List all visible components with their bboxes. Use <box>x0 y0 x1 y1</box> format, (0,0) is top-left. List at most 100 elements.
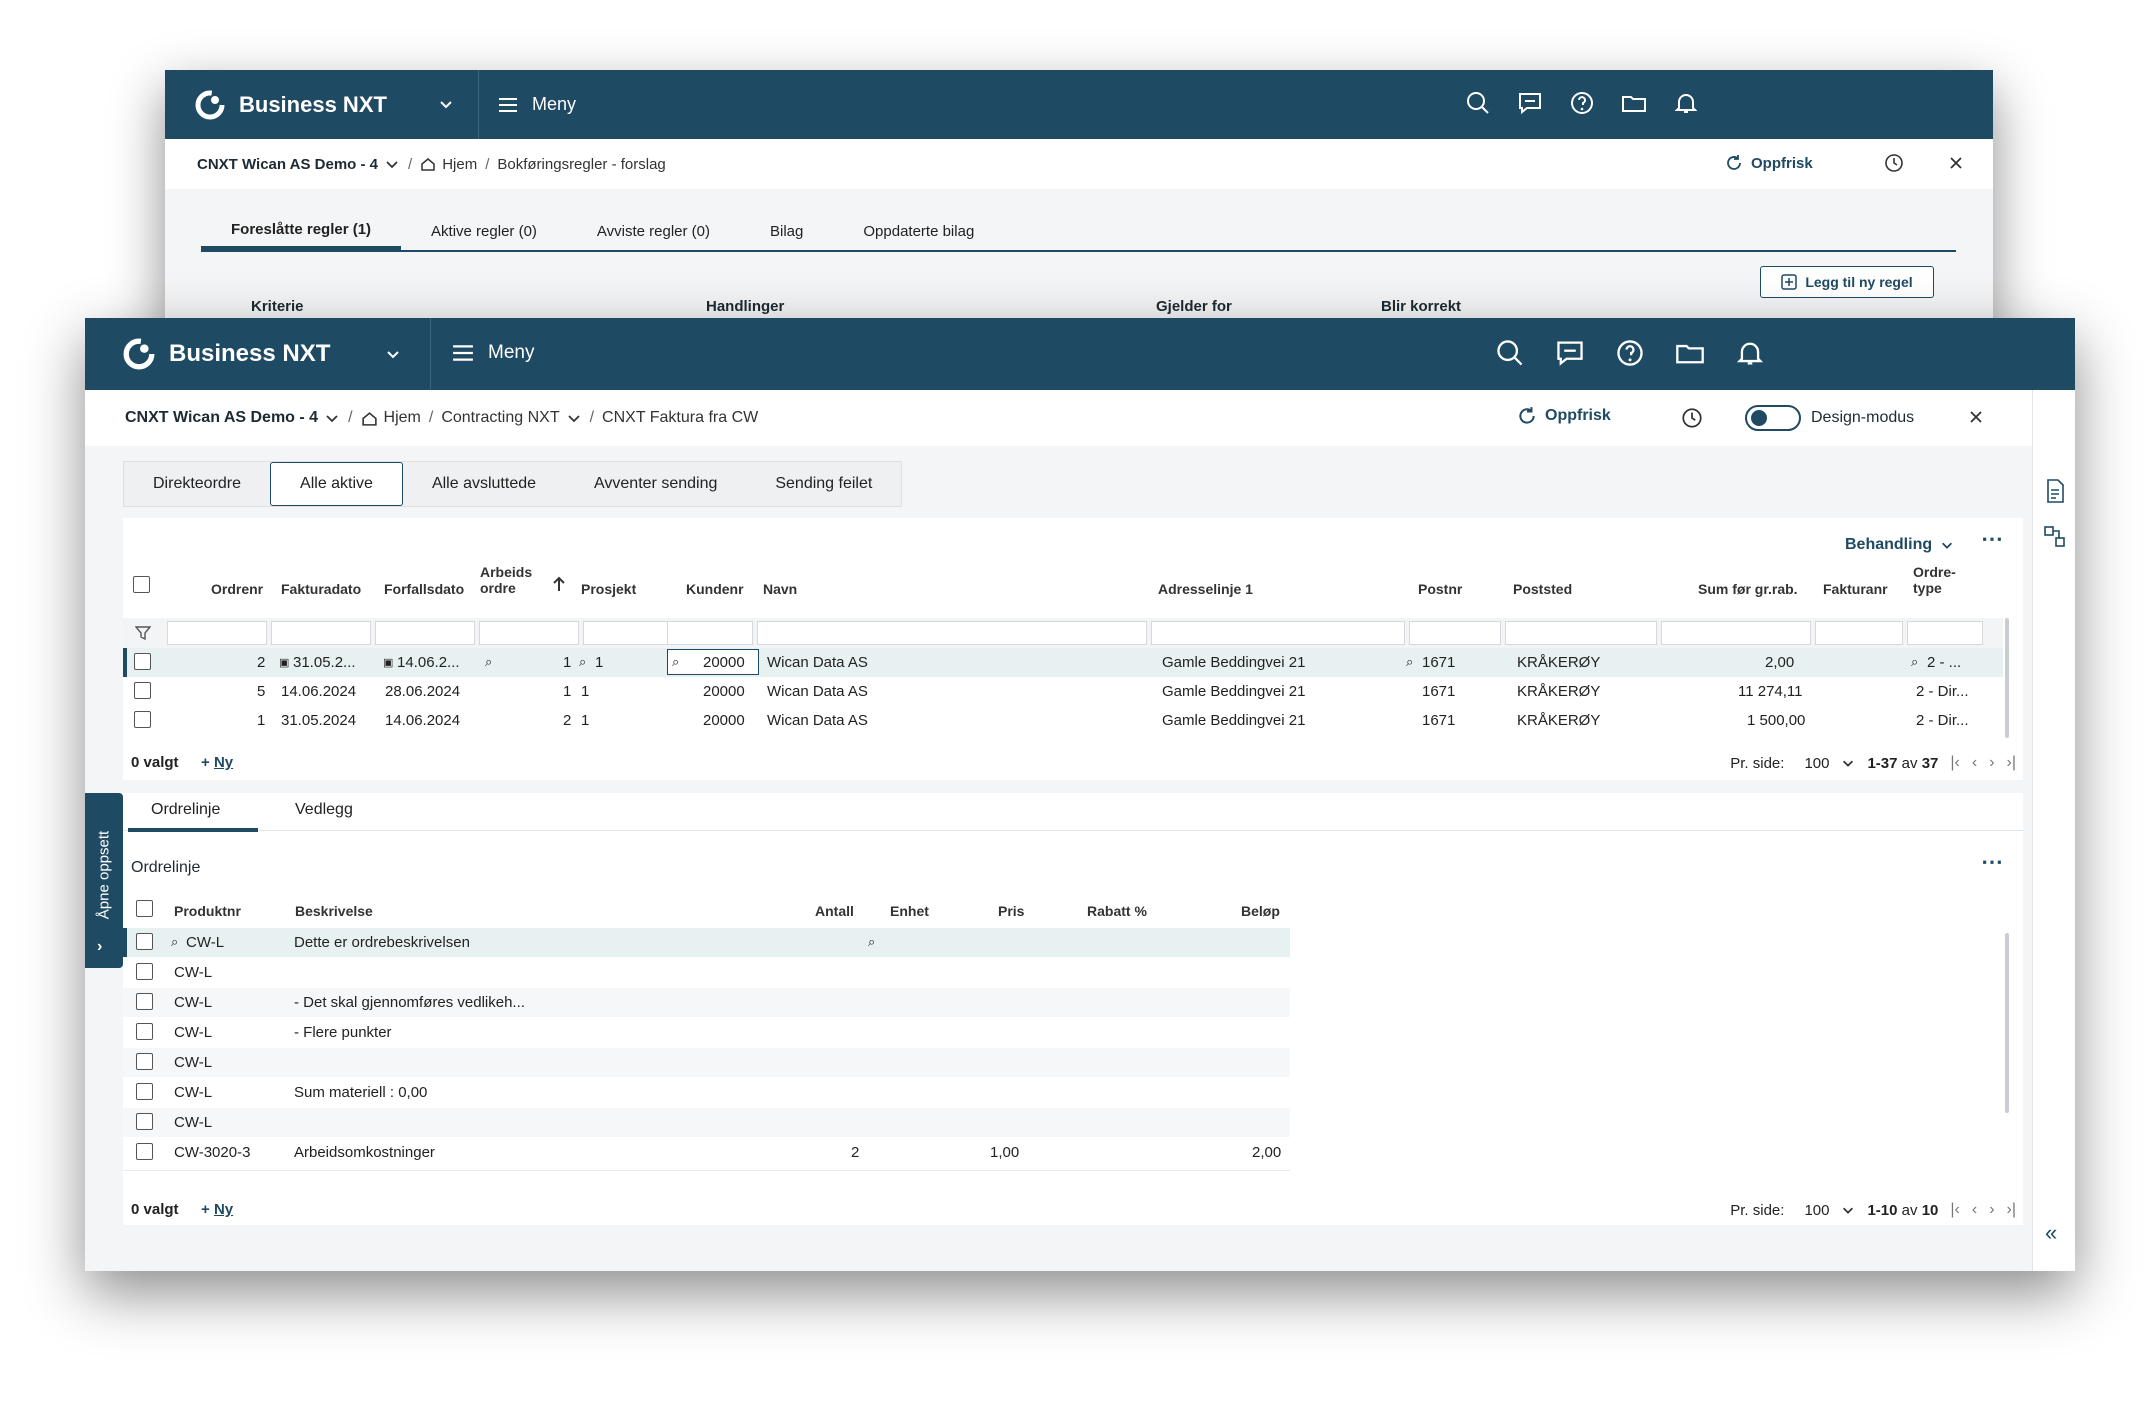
prev-page-icon[interactable]: ‹ <box>1971 754 1978 771</box>
bell-icon[interactable] <box>1673 90 1699 116</box>
tab-suggested-rules[interactable]: Foreslåtte regler (1) <box>201 212 402 250</box>
chevron-down-icon[interactable] <box>1841 756 1855 770</box>
bell-icon[interactable] <box>1735 338 1765 368</box>
header-invoice-number[interactable]: Fakturanr <box>1823 581 1888 597</box>
lookup-icon[interactable]: ⌕ <box>171 934 179 949</box>
filter-invoice-number[interactable] <box>1815 621 1903 645</box>
customer-number-editor[interactable] <box>667 649 759 675</box>
row-checkbox[interactable] <box>134 653 151 670</box>
more-icon[interactable]: ⋯ <box>1981 849 2004 874</box>
tab-attachments[interactable]: Vedlegg <box>295 801 353 818</box>
menu-button[interactable]: Meny <box>452 342 534 364</box>
row-checkbox[interactable] <box>136 963 153 980</box>
row-checkbox[interactable] <box>136 993 153 1010</box>
last-page-icon[interactable]: ›| <box>2006 1201 2016 1218</box>
chevron-down-icon[interactable] <box>566 410 582 426</box>
select-all-checkbox[interactable] <box>136 900 153 917</box>
select-all-checkbox[interactable] <box>133 576 150 593</box>
row-checkbox[interactable] <box>136 1053 153 1070</box>
folder-icon[interactable] <box>1675 338 1705 368</box>
collapse-icon[interactable]: « <box>2045 1220 2058 1245</box>
cell-customer-number[interactable]: 20000 <box>703 654 745 671</box>
table-row[interactable]: ⌕ CW-L Dette er ordrebeskrivelsen ⌕ <box>123 928 1290 957</box>
new-order-button[interactable]: + Ny <box>201 754 234 771</box>
chevron-down-icon[interactable] <box>1841 1203 1855 1217</box>
add-rule-button[interactable]: Legg til ny regel <box>1760 266 1934 298</box>
table-row[interactable]: 2 ▣ 31.05.2... ▣ 14.06.2... ⌕ 1 ⌕ 1 ⌕ 20… <box>123 648 2003 677</box>
row-checkbox[interactable] <box>136 1083 153 1100</box>
home-icon[interactable] <box>420 156 436 172</box>
process-menu-button[interactable]: Behandling <box>1845 536 1954 554</box>
header-postal-code[interactable]: Postnr <box>1418 581 1463 597</box>
next-page-icon[interactable]: › <box>1989 754 1995 771</box>
row-checkbox[interactable] <box>134 711 151 728</box>
header-sum[interactable]: Sum før gr.rab. <box>1698 581 1798 597</box>
header-unit[interactable]: Enhet <box>890 903 929 919</box>
history-icon[interactable] <box>1883 152 1905 174</box>
tab-all-closed[interactable]: Alle avsluttede <box>431 475 537 492</box>
table-row[interactable]: CW-L - Flere punkter <box>123 1018 1290 1047</box>
table-row[interactable]: CW-L <box>123 958 1290 987</box>
search-icon[interactable] <box>1465 90 1491 116</box>
scrollbar[interactable] <box>2005 618 2009 738</box>
chat-icon[interactable] <box>1517 90 1543 116</box>
lookup-icon[interactable]: ⌕ <box>579 654 587 669</box>
prev-page-icon[interactable]: ‹ <box>1971 1201 1978 1218</box>
company-selector[interactable]: CNXT Wican AS Demo - 4 <box>125 409 319 426</box>
header-invoice-date[interactable]: Fakturadato <box>281 581 362 597</box>
calendar-icon[interactable]: ▣ <box>279 657 290 669</box>
chevron-down-icon[interactable] <box>384 156 400 172</box>
chat-icon[interactable] <box>1555 338 1585 368</box>
tab-order-lines[interactable]: Ordrelinje <box>151 801 221 818</box>
new-line-button[interactable]: + Ny <box>201 1201 234 1218</box>
header-quantity[interactable]: Antall <box>815 903 854 919</box>
tab-sending-failed[interactable]: Sending feilet <box>775 475 873 492</box>
filter-order-type[interactable] <box>1907 621 1983 645</box>
chevron-down-icon[interactable] <box>438 96 454 112</box>
table-row[interactable]: CW-L Sum materiell : 0,00 <box>123 1078 1290 1107</box>
cell-order-type[interactable]: 2 - ... <box>1927 654 1962 671</box>
header-order-number[interactable]: Ordrenr <box>211 581 264 597</box>
filter-name[interactable] <box>757 621 1147 645</box>
tab-rejected-rules[interactable]: Avviste regler (0) <box>596 222 711 240</box>
header-amount[interactable]: Beløp <box>1241 903 1280 919</box>
cell-invoice-date[interactable]: 31.05.2... <box>293 654 356 671</box>
header-due-date[interactable]: Forfallsdato <box>384 581 465 597</box>
header-price[interactable]: Pris <box>998 903 1025 919</box>
filter-invoice-date[interactable] <box>271 621 371 645</box>
lookup-icon[interactable]: ⌕ <box>1911 654 1919 669</box>
per-page-select[interactable]: 100 <box>1804 754 1830 772</box>
lookup-icon[interactable]: ⌕ <box>1406 654 1414 669</box>
filter-icon[interactable] <box>135 625 151 641</box>
table-row[interactable]: CW-L <box>123 1048 1290 1077</box>
lookup-icon[interactable]: ⌕ <box>485 654 493 669</box>
header-order-type[interactable]: Ordre- <box>1913 564 1956 580</box>
lookup-icon[interactable]: ⌕ <box>868 934 876 949</box>
row-checkbox[interactable] <box>134 682 151 699</box>
filter-order-number[interactable] <box>167 621 267 645</box>
header-name[interactable]: Navn <box>763 581 798 597</box>
tab-direct-orders[interactable]: Direkteordre <box>153 475 242 492</box>
history-icon[interactable] <box>1680 406 1704 430</box>
chevron-down-icon[interactable] <box>385 346 401 362</box>
more-icon[interactable]: ⋯ <box>1981 526 2004 551</box>
home-icon[interactable] <box>361 410 378 427</box>
filter-sum[interactable] <box>1661 621 1811 645</box>
table-row[interactable]: CW-L <box>123 1108 1290 1137</box>
header-project[interactable]: Prosjekt <box>581 581 637 597</box>
next-page-icon[interactable]: › <box>1989 1201 1995 1218</box>
header-product-number[interactable]: Produktnr <box>174 903 241 919</box>
breadcrumb-home[interactable]: Hjem <box>442 155 478 173</box>
folder-icon[interactable] <box>1621 90 1647 116</box>
per-page-select[interactable]: 100 <box>1804 1201 1830 1219</box>
chevron-down-icon[interactable] <box>324 410 340 426</box>
close-icon[interactable] <box>1945 152 1967 174</box>
scrollbar[interactable] <box>2005 933 2009 1113</box>
header-work-order[interactable]: Arbeids <box>480 564 533 580</box>
tab-vouchers[interactable]: Bilag <box>770 222 804 240</box>
filter-work-order[interactable] <box>479 621 579 645</box>
table-row[interactable]: CW-3020-3 Arbeidsomkostninger 2 1,00 2,0… <box>123 1138 1290 1167</box>
filter-customer-number[interactable] <box>667 621 753 645</box>
sort-up-icon[interactable] <box>552 575 566 593</box>
table-row[interactable]: 5 14.06.2024 28.06.2024 1 1 20000 Wican … <box>123 677 2003 706</box>
